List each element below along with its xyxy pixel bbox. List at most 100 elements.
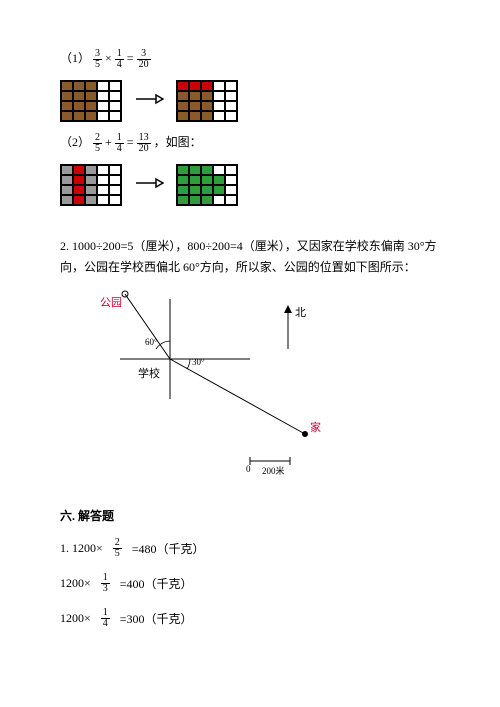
grid-cell [85, 195, 97, 205]
grid-cell [189, 195, 201, 205]
grid-cell [225, 91, 237, 101]
grid-cell [61, 185, 73, 195]
grid-cell [189, 111, 201, 121]
grid-cell [225, 185, 237, 195]
grid-cell [85, 111, 97, 121]
grid-cell [213, 175, 225, 185]
p2-eq: = [127, 135, 134, 149]
grid-cell [201, 195, 213, 205]
grid-cell [85, 91, 97, 101]
label-park: 公园 [100, 294, 122, 310]
p2-suffix: ，如图： [154, 135, 202, 149]
grid-cell [201, 111, 213, 121]
grid-cell [109, 91, 121, 101]
arrow-icon [134, 173, 164, 197]
grid-cell [97, 165, 109, 175]
grid-cell [213, 91, 225, 101]
grid-cell [201, 101, 213, 111]
eq3-prefix: 1200× [60, 611, 91, 626]
grid-cell [201, 175, 213, 185]
label-angle30: 30° [192, 357, 205, 367]
grid-cell [97, 175, 109, 185]
p1-op: × [105, 51, 112, 65]
grid-cell [177, 101, 189, 111]
eq1: 1. 1200× 2 5 =480（千克） [60, 538, 440, 559]
grid-cell [177, 81, 189, 91]
label-north: 北 [295, 304, 306, 320]
p1-eq: = [127, 51, 134, 65]
grid-cell [61, 111, 73, 121]
eq1-result: =480（千克） [132, 540, 205, 557]
grid-cell [85, 165, 97, 175]
direction-diagram: 公园 北 60° 30° 学校 家 0 200米 [100, 289, 360, 489]
p1-frac-a: 3 5 [93, 49, 102, 70]
grid-cell [213, 195, 225, 205]
grid-cell [225, 195, 237, 205]
grid-cell [201, 81, 213, 91]
grid-cell [73, 81, 85, 91]
grid-cell [201, 165, 213, 175]
eq3: 1200× 1 4 =300（千克） [60, 608, 440, 629]
grid-cell [73, 111, 85, 121]
grid-cell [97, 91, 109, 101]
grid1-left [60, 80, 122, 122]
grid-cell [213, 101, 225, 111]
grid-cell [177, 111, 189, 121]
grid-cell [73, 165, 85, 175]
grid-cell [85, 101, 97, 111]
grid-cell [109, 165, 121, 175]
eq2-frac: 1 3 [101, 573, 110, 594]
p2-label: （2） [60, 135, 90, 149]
grid-cell [109, 101, 121, 111]
grid-cell [97, 81, 109, 91]
grid-cell [85, 175, 97, 185]
grid2-right [176, 164, 238, 206]
grid-cell [97, 185, 109, 195]
problem2-expression: （2） 2 5 + 1 4 = 13 20 ，如图： [60, 132, 440, 154]
grid-cell [109, 111, 121, 121]
problem1-expression: （1） 3 5 × 1 4 = 3 20 [60, 48, 440, 70]
grid-cell [225, 111, 237, 121]
grid-row-1 [60, 80, 440, 122]
grid-cell [61, 195, 73, 205]
grid-cell [189, 185, 201, 195]
grid-cell [61, 81, 73, 91]
grid-row-2 [60, 164, 440, 206]
label-home: 家 [310, 419, 321, 435]
grid-cell [225, 175, 237, 185]
grid-cell [177, 165, 189, 175]
grid-cell [189, 175, 201, 185]
grid-cell [213, 111, 225, 121]
grid-cell [97, 195, 109, 205]
p2-frac-b: 1 4 [115, 133, 124, 154]
grid2-left [60, 164, 122, 206]
p1-result: 3 20 [137, 49, 151, 70]
grid-cell [73, 175, 85, 185]
grid-cell [85, 185, 97, 195]
grid-cell [189, 81, 201, 91]
grid-cell [213, 81, 225, 91]
eq1-frac: 2 5 [113, 538, 122, 559]
grid-cell [177, 91, 189, 101]
eq3-frac: 1 4 [101, 608, 110, 629]
eq1-prefix: 1. 1200× [60, 541, 103, 556]
grid-cell [189, 165, 201, 175]
grid-cell [61, 175, 73, 185]
grid-cell [225, 101, 237, 111]
grid-cell [61, 165, 73, 175]
grid-cell [177, 195, 189, 205]
paragraph-2: 2. 1000÷200=5（厘米），800÷200=4（厘米），又因家在学校东偏… [60, 236, 440, 279]
label-scale200: 200米 [262, 464, 285, 477]
grid-cell [73, 185, 85, 195]
grid-cell [109, 185, 121, 195]
grid-cell [189, 101, 201, 111]
grid-cell [177, 175, 189, 185]
grid-cell [73, 91, 85, 101]
p2-frac-a: 2 5 [93, 133, 102, 154]
grid-cell [213, 165, 225, 175]
arrow-icon [134, 89, 164, 113]
grid-cell [213, 185, 225, 195]
grid-cell [189, 91, 201, 101]
eq2-result: =400（千克） [120, 575, 193, 592]
grid-cell [97, 101, 109, 111]
